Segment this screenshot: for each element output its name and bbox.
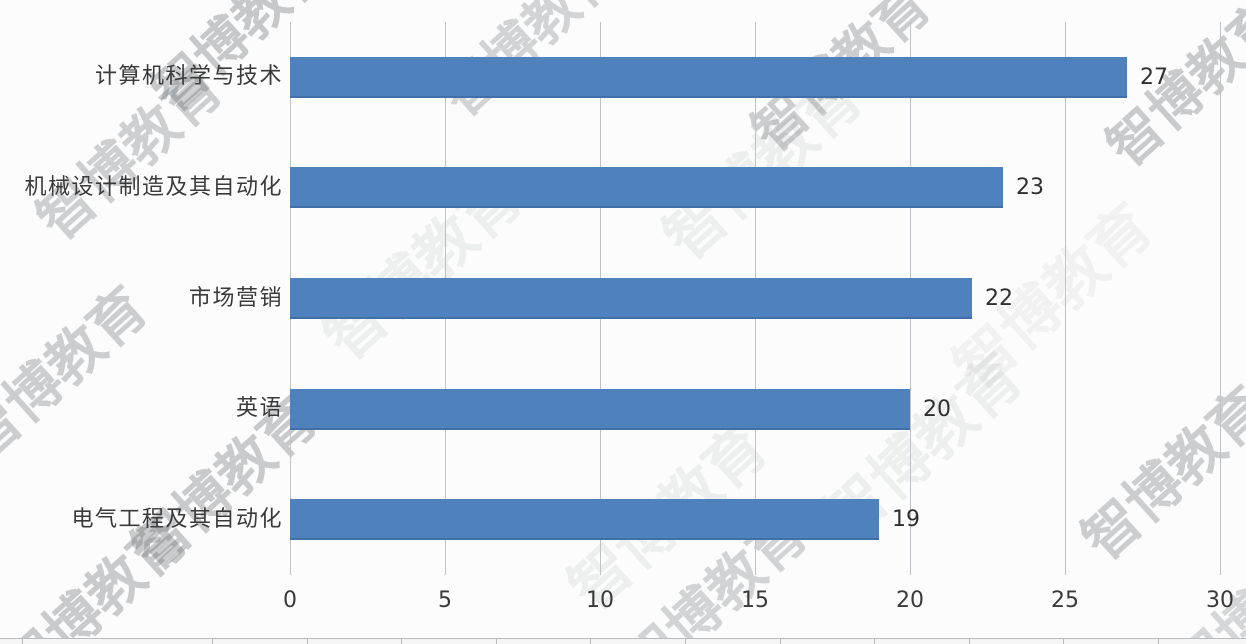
data-table-cell-separator — [1158, 639, 1159, 644]
x-tick-label: 25 — [1051, 588, 1079, 613]
plot-area: 27 23 22 20 19 — [289, 22, 1221, 575]
category-label: 电气工程及其自动化 — [71, 506, 283, 532]
bar-row: 20 — [290, 354, 1220, 465]
data-table-top-border — [0, 638, 1246, 644]
data-table-cell-separator — [1063, 639, 1064, 644]
x-tick-label: 0 — [283, 588, 297, 613]
gridline — [1219, 22, 1221, 575]
data-table-cell-separator — [307, 639, 308, 644]
x-tick-label: 30 — [1206, 588, 1234, 613]
x-tick-label: 10 — [586, 588, 614, 613]
category-label: 英语 — [235, 396, 283, 422]
data-table-cell-separator — [496, 639, 497, 644]
data-table-cell-separator — [590, 639, 591, 644]
bar — [290, 56, 1127, 98]
data-table-cell-separator — [969, 639, 970, 644]
x-tick-label: 20 — [896, 588, 924, 613]
value-label: 20 — [923, 396, 951, 422]
x-tick-label: 5 — [438, 588, 452, 613]
data-table-cell-separator — [212, 639, 213, 644]
data-table-cell-separator — [401, 639, 402, 644]
bar — [290, 499, 879, 541]
category-label: 机械设计制造及其自动化 — [24, 174, 283, 200]
category-label: 计算机科学与技术 — [94, 64, 283, 90]
x-tick-label: 15 — [741, 588, 769, 613]
bar-row: 22 — [290, 243, 1220, 354]
value-label: 19 — [892, 507, 920, 533]
bar — [290, 388, 910, 430]
bar-row: 23 — [290, 133, 1220, 244]
value-label: 23 — [1016, 175, 1044, 201]
category-label: 市场营销 — [188, 285, 283, 311]
data-table-cell-separator — [780, 639, 781, 644]
bar — [290, 277, 972, 319]
value-label: 22 — [985, 285, 1013, 311]
value-label: 27 — [1140, 64, 1168, 90]
data-table-cell-separator — [22, 639, 23, 644]
data-table-cell-separator — [685, 639, 686, 644]
gridline — [1064, 22, 1066, 575]
bar-row: 19 — [290, 464, 1220, 575]
bar — [290, 167, 1003, 209]
data-table-cell-separator — [874, 639, 875, 644]
bar-row: 27 — [290, 22, 1220, 133]
